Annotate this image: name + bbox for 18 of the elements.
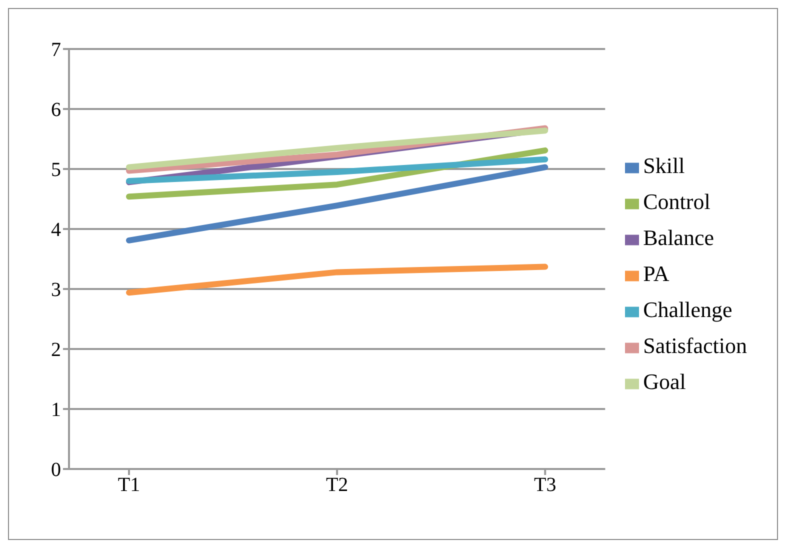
y-tick-label: 7 [51, 39, 61, 62]
y-tick-label: 5 [51, 159, 61, 182]
legend-label: PA [643, 261, 670, 286]
x-tick-label: T1 [118, 474, 140, 496]
legend-label: Satisfaction [643, 333, 747, 358]
y-tick-label: 3 [51, 279, 61, 302]
x-tick-label: T2 [326, 474, 348, 496]
y-tick-label: 2 [51, 339, 61, 362]
legend-label: Control [643, 189, 710, 214]
legend-label: Challenge [643, 297, 732, 322]
x-tick-label: T3 [534, 474, 556, 496]
y-tick-label: 6 [51, 99, 61, 122]
y-tick-label: 1 [51, 399, 61, 422]
legend-label: Skill [643, 153, 685, 178]
y-tick-label: 0 [51, 459, 61, 482]
y-tick-label: 4 [51, 219, 61, 242]
legend-label: Balance [643, 225, 714, 250]
legend-label: Goal [643, 369, 686, 394]
